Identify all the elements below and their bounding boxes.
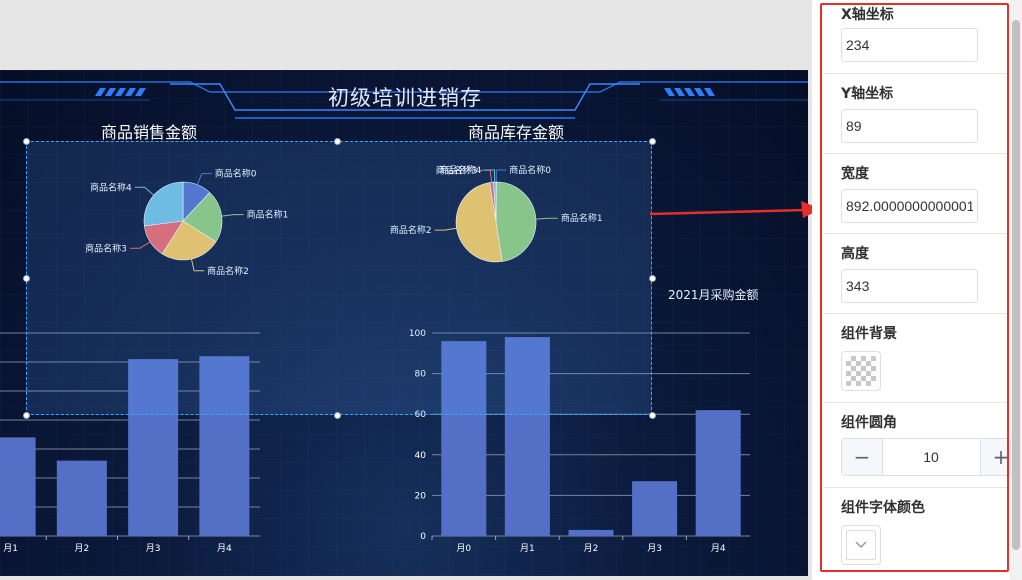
purchase-bars-xtick-2: 月2 <box>584 543 599 554</box>
sales-pie-slice-2 <box>161 220 217 261</box>
annotation-arrow <box>649 201 821 218</box>
sales-pie-label-line-1 <box>221 214 244 217</box>
purchase-bars-xtick-0: 月0 <box>456 543 471 554</box>
sales-pie-label-3: 商品名称3 <box>85 242 127 254</box>
purchase-bars-xtick-4: 月4 <box>711 543 726 554</box>
inventory-pie-slice-1 <box>495 181 537 262</box>
font-color-label: 组件字体颜色 <box>841 500 925 516</box>
height-row: 高度 <box>823 233 1008 314</box>
radius-stepper: − 10 + <box>841 438 1011 476</box>
inventory-pie-label-line-4 <box>484 169 496 183</box>
inventory-chart-title: 商品库存金额 <box>468 123 565 142</box>
purchase-bars-bar-4 <box>695 410 741 536</box>
transparent-swatch-icon <box>846 356 876 386</box>
radius-increase-button[interactable]: + <box>980 439 1010 475</box>
left-bars-bar-1 <box>56 460 107 536</box>
purchase-bars-bar-0 <box>441 341 487 536</box>
purchase-bar-chart: 0 20 40 60 80 100 月0 月1 月2 月3 月4 <box>409 329 750 554</box>
left-bars-bar-2 <box>128 359 179 536</box>
purchase-bars-ytick-3: 60 <box>415 410 427 420</box>
width-row: 宽度 <box>823 153 1008 234</box>
inventory-pie-label-line-0 <box>495 169 507 182</box>
purchase-bars-ytick-0: 0 <box>420 532 426 542</box>
purchase-bars-bar-2 <box>568 529 614 536</box>
inventory-pie-label-line-2 <box>434 227 457 231</box>
background-label: 组件背景 <box>841 326 897 342</box>
purchase-bars-ytick-5: 100 <box>409 329 426 339</box>
sales-pie-chart: 商品名称0 商品名称1 商品名称2 商品名称3 商品名称4 <box>85 168 289 277</box>
dashboard-title: 初级培训进销存 <box>328 86 482 110</box>
resize-handle-top-right[interactable] <box>649 138 656 145</box>
sales-pie-label-1: 商品名称1 <box>247 209 289 221</box>
purchase-bars-xtick-1: 月1 <box>520 543 535 554</box>
sales-pie-label-line-4 <box>134 186 155 196</box>
resize-handle-bottom[interactable] <box>334 412 341 419</box>
purchase-bars-bar-3 <box>632 481 678 536</box>
sales-pie-label-0: 商品名称0 <box>215 168 257 180</box>
sales-pie-label-2: 商品名称2 <box>207 265 249 277</box>
x-coordinate-label: X轴坐标 <box>841 7 894 23</box>
left-bars-xtick-3: 月4 <box>217 543 232 554</box>
sales-chart-title: 商品销售金额 <box>101 123 198 142</box>
left-bars-xtick-1: 月2 <box>75 543 90 554</box>
inventory-pie-label-3: 商品名称3 <box>436 164 478 176</box>
radius-row: 组件圆角 − 10 + <box>823 402 1011 488</box>
panel-scrollbar-thumb[interactable] <box>1012 20 1020 550</box>
sales-pie-label-line-2 <box>191 258 205 272</box>
y-coordinate-label: Y轴坐标 <box>841 86 894 102</box>
inventory-pie-slice-4 <box>493 181 497 223</box>
sales-pie-slice-1 <box>182 192 223 243</box>
resize-handle-top-left[interactable] <box>23 138 30 145</box>
left-bars-bar-3 <box>199 356 250 536</box>
purchase-bars-xtick-3: 月3 <box>647 543 662 554</box>
sales-pie-label-line-3 <box>129 241 151 249</box>
inventory-pie-label-2: 商品名称2 <box>390 224 432 236</box>
width-input[interactable] <box>841 189 978 223</box>
monthly-bar-chart-left: 月1 月2 月3 月4 <box>0 332 260 554</box>
purchase-bars-ytick-2: 40 <box>415 451 427 461</box>
resize-handle-left[interactable] <box>23 275 30 282</box>
inventory-pie-label-1: 商品名称1 <box>561 212 603 224</box>
height-label: 高度 <box>841 246 869 262</box>
left-bars-xtick-2: 月3 <box>146 543 161 554</box>
chevron-down-icon <box>846 530 876 560</box>
left-bars-xtick-0: 月1 <box>3 543 18 554</box>
purchase-bars-ytick-4: 80 <box>415 370 427 380</box>
font-color-row: 组件字体颜色 <box>823 487 1008 572</box>
header-frame <box>0 81 808 119</box>
resize-handle-bottom-right[interactable] <box>649 412 656 419</box>
purchase-chart-title: 2021月采购金额 <box>668 288 759 302</box>
y-coordinate-row: Y轴坐标 <box>823 73 1008 154</box>
width-label: 宽度 <box>841 166 869 182</box>
sales-pie-label-4: 商品名称4 <box>90 181 132 193</box>
resize-handle-bottom-left[interactable] <box>23 412 30 419</box>
left-bars-bar-0 <box>0 437 36 536</box>
y-coordinate-input[interactable] <box>841 109 978 143</box>
resize-handle-right[interactable] <box>649 275 656 282</box>
inventory-pie-label-0: 商品名称0 <box>509 164 551 176</box>
sales-pie-label-line-0 <box>196 173 212 185</box>
resize-handle-top[interactable] <box>334 138 341 145</box>
radius-decrease-button[interactable]: − <box>842 439 883 475</box>
selected-component-box[interactable] <box>23 138 656 419</box>
radius-label: 组件圆角 <box>841 415 897 431</box>
sales-pie-slice-4 <box>143 181 184 227</box>
radius-value[interactable]: 10 <box>923 449 939 465</box>
x-coordinate-row: X轴坐标 <box>823 0 1008 74</box>
dashboard-canvas[interactable]: 初级培训进销存 商品销售金额 商品库存金额 2021月采购金额 商品名称0 商品名… <box>0 70 808 576</box>
purchase-bars-ytick-1: 20 <box>415 491 427 501</box>
height-input[interactable] <box>841 269 978 303</box>
inventory-pie-label-4: 商品名称4 <box>440 164 482 176</box>
inventory-pie-label-line-1 <box>535 217 558 220</box>
font-color-picker[interactable] <box>841 525 881 565</box>
x-coordinate-input[interactable] <box>841 28 978 62</box>
background-row: 组件背景 <box>823 313 1008 403</box>
background-color-picker[interactable] <box>841 351 881 391</box>
purchase-bars-bar-1 <box>504 337 550 536</box>
